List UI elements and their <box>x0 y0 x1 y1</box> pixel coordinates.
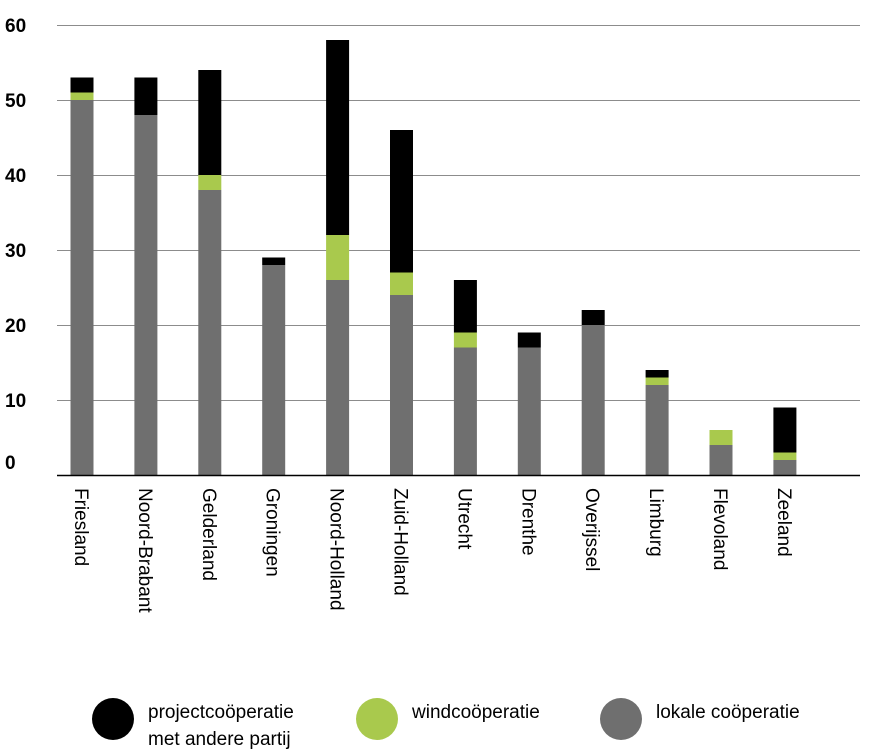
bar-segment-zuid-holland-1 <box>390 272 413 295</box>
bar-segment-gelderland-0 <box>198 190 222 475</box>
bar-segment-limburg-2 <box>645 370 669 378</box>
bar-segment-flevoland-1 <box>709 430 733 445</box>
y-tick-label: 10 <box>5 391 26 412</box>
x-tick-label: Gelderland <box>198 488 219 581</box>
bar-segment-utrecht-1 <box>453 332 477 348</box>
bar-segment-drenthe-0 <box>517 347 541 475</box>
legend-label-wind-line1: windcoöperatie <box>412 702 540 723</box>
y-tick-label: 30 <box>5 241 26 262</box>
legend-item-project: projectcoöperatie met andere partij <box>92 698 294 753</box>
legend-swatch-project <box>92 698 134 740</box>
bar-segment-zeeland-0 <box>773 460 797 475</box>
legend-swatch-local <box>600 698 642 740</box>
y-tick-label: 60 <box>5 16 26 37</box>
y-tick-label: 40 <box>5 166 26 187</box>
x-tick-label: Flevoland <box>709 488 730 570</box>
legend-label-project: projectcoöperatie met andere partij <box>148 699 294 753</box>
x-tick-label: Noord-Brabant <box>134 488 155 613</box>
bar-segment-noord-brabant-0 <box>134 115 158 475</box>
bar-segment-zuid-holland-2 <box>390 130 413 273</box>
legend-label-wind: windcoöperatie <box>412 699 540 726</box>
bar-segment-groningen-0 <box>262 265 286 475</box>
x-tick-label: Utrecht <box>453 488 474 550</box>
x-tick-label: Friesland <box>70 488 91 566</box>
bar-segment-gelderland-2 <box>198 70 222 175</box>
x-axis-category-labels: Friesland Noord-Brabant Gelderland Groninge… <box>70 488 794 613</box>
y-tick-label: 20 <box>5 316 26 337</box>
x-tick-label: Limburg <box>645 488 666 557</box>
bar-segment-limburg-0 <box>645 385 669 475</box>
x-tick-label: Noord-Holland <box>326 488 347 611</box>
bar-segment-zeeland-2 <box>773 407 797 453</box>
bar-segment-noord-holland-2 <box>326 40 350 235</box>
legend-item-local: lokale coöperatie <box>600 698 800 740</box>
legend-label-project-line2: met andere partij <box>148 729 291 750</box>
bar-segment-zeeland-1 <box>773 452 797 460</box>
bar-segment-friesland-1 <box>70 92 94 100</box>
legend-item-wind: windcoöperatie <box>356 698 540 740</box>
bar-segment-groningen-2 <box>262 257 286 265</box>
bar-segment-limburg-1 <box>645 377 669 385</box>
x-tick-label: Zuid-Holland <box>390 488 411 596</box>
x-tick-label: Drenthe <box>517 488 538 556</box>
y-axis-tick-labels: 0 10 20 30 40 50 60 <box>5 16 26 474</box>
bar-segment-utrecht-0 <box>453 347 477 475</box>
bars <box>70 40 797 475</box>
y-tick-label: 0 <box>5 453 16 474</box>
bar-segment-noord-brabant-2 <box>134 77 158 115</box>
legend-label-local: lokale coöperatie <box>656 699 800 726</box>
legend-label-local-line1: lokale coöperatie <box>656 702 800 723</box>
bar-segment-overijssel-0 <box>581 325 605 475</box>
x-tick-label: Zeeland <box>773 488 794 557</box>
bar-segment-zuid-holland-0 <box>390 295 413 475</box>
y-tick-label: 50 <box>5 91 26 112</box>
bar-segment-gelderland-1 <box>198 175 222 190</box>
x-tick-label: Groningen <box>262 488 283 577</box>
bar-segment-overijssel-2 <box>581 310 605 325</box>
gridlines <box>57 25 860 401</box>
legend: projectcoöperatie met andere partij wind… <box>0 690 870 754</box>
legend-label-project-line1: projectcoöperatie <box>148 702 294 723</box>
bar-segment-utrecht-2 <box>453 280 477 333</box>
bar-segment-drenthe-2 <box>517 332 541 348</box>
legend-swatch-wind <box>356 698 398 740</box>
x-tick-label: Overijssel <box>581 488 602 571</box>
bar-segment-noord-holland-1 <box>326 235 350 280</box>
bar-segment-flevoland-0 <box>709 445 733 475</box>
bar-segment-noord-holland-0 <box>326 280 350 475</box>
stacked-bar-chart: 0 10 20 30 40 50 60 Friesland Noord-Brabant Geld… <box>5 16 860 613</box>
bar-segment-friesland-2 <box>70 77 94 93</box>
bar-segment-friesland-0 <box>70 100 94 475</box>
